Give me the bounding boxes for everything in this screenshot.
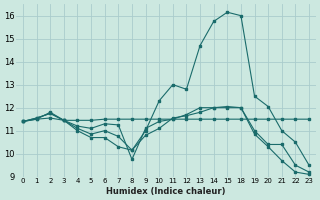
X-axis label: Humidex (Indice chaleur): Humidex (Indice chaleur) <box>106 187 226 196</box>
